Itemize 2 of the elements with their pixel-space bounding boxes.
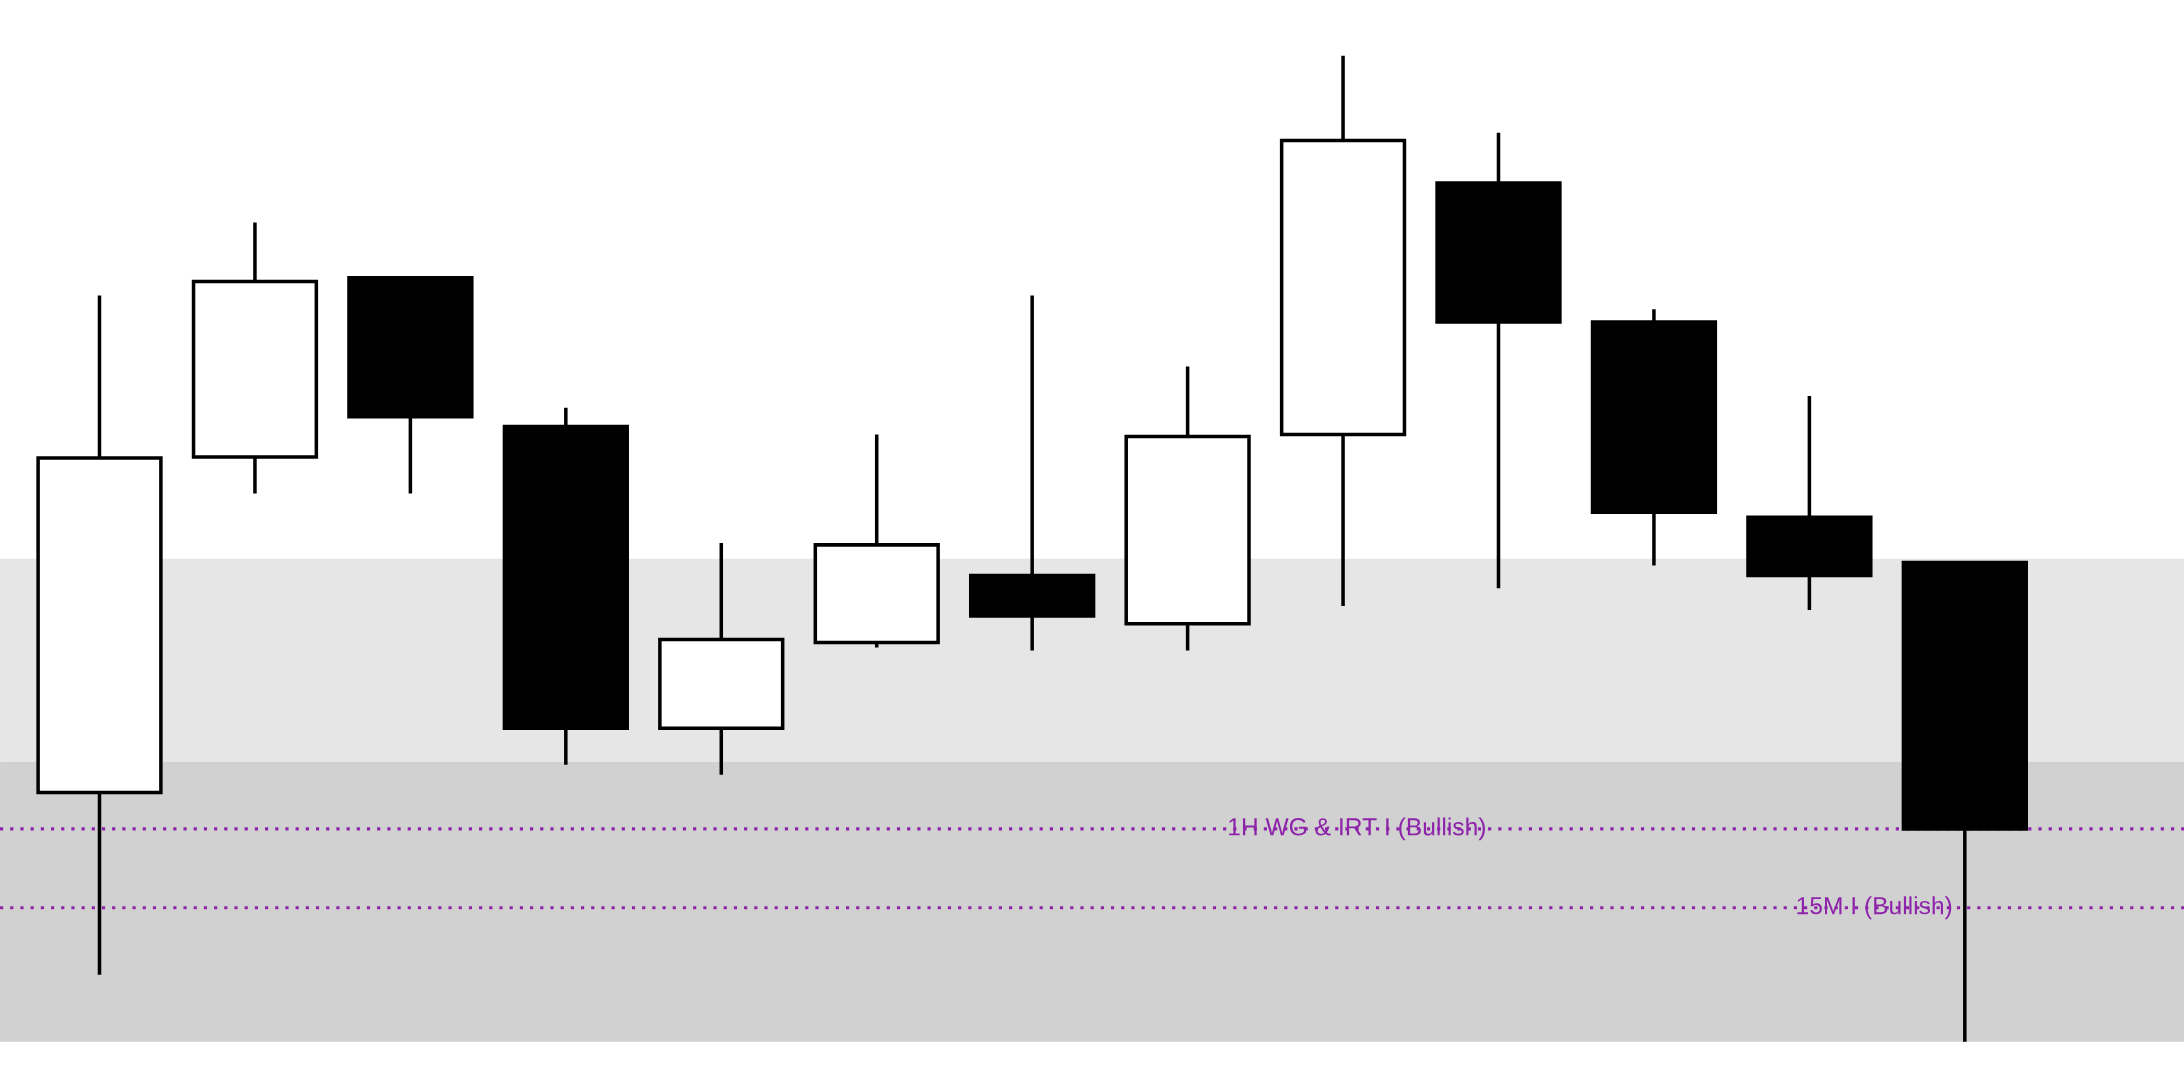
- candlestick: [969, 295, 1096, 651]
- ref-line-label: 15M I (Bullish): [1797, 896, 1952, 920]
